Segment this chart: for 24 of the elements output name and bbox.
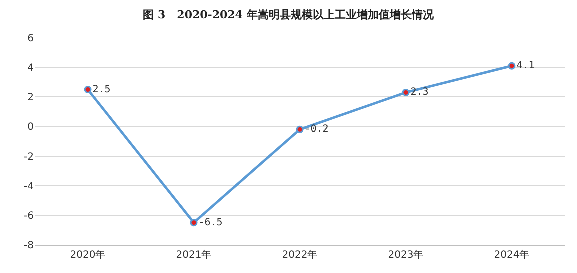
y-tick-label: 2 bbox=[28, 92, 34, 104]
x-tick-label: 2022年 bbox=[282, 249, 318, 261]
y-tick-label: -6 bbox=[24, 210, 34, 222]
y-tick-label: 0 bbox=[28, 122, 34, 134]
point bbox=[84, 86, 92, 94]
data-label: -6.5 bbox=[198, 217, 223, 228]
y-tick-label: -4 bbox=[24, 181, 34, 192]
x-tick-label: 2021年 bbox=[176, 249, 212, 261]
x-tick-label: 2020年 bbox=[70, 249, 106, 261]
point bbox=[508, 62, 516, 70]
x-tick-label: 2023年 bbox=[388, 249, 424, 261]
data-label: -0.2 bbox=[304, 124, 329, 136]
data-label: 2.5 bbox=[92, 84, 111, 96]
data-label: 4.1 bbox=[516, 60, 535, 72]
point bbox=[296, 126, 304, 134]
y-tick-label: -8 bbox=[24, 240, 34, 252]
chart-title: 图 3 2020-2024 年嵩明县规模以上工业增加值增长情况 bbox=[143, 8, 435, 22]
point bbox=[402, 88, 410, 96]
x-tick-label: 2024年 bbox=[494, 249, 530, 261]
y-tick-label: -2 bbox=[24, 152, 34, 163]
y-tick-label: 6 bbox=[28, 34, 34, 44]
y-tick-label: 4 bbox=[28, 63, 34, 74]
point bbox=[190, 219, 198, 227]
data-label: 2.3 bbox=[410, 87, 429, 98]
